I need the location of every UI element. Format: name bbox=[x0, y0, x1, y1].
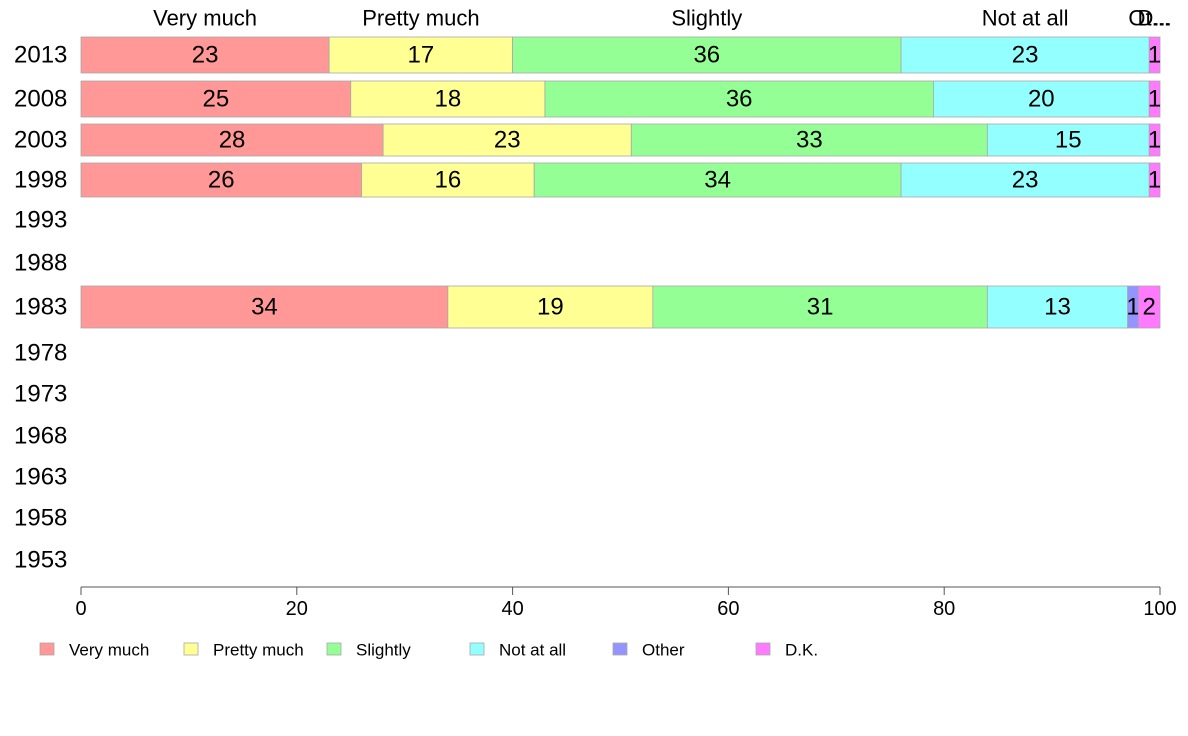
x-tick-label-60: 60 bbox=[717, 598, 739, 620]
bar-1983-slightly bbox=[652, 285, 988, 329]
legend-label-d-k: D.K. bbox=[785, 641, 818, 660]
bar-2003-slightly bbox=[630, 123, 988, 157]
x-tick-label-40: 40 bbox=[501, 598, 523, 620]
year-label-2008: 2008 bbox=[14, 86, 67, 113]
value-label-2008-d-k: 1 bbox=[1148, 86, 1161, 113]
value-label-2003-not-at-all: 15 bbox=[1055, 127, 1082, 154]
top-category-labels: Very much Pretty much Slightly Not at all Ot… bbox=[153, 6, 1172, 31]
legend-swatch-d-k bbox=[755, 642, 771, 656]
value-label-1983-other: 1 bbox=[1126, 294, 1139, 321]
legend-swatch-pretty-much bbox=[183, 642, 199, 656]
year-label-2003: 2003 bbox=[14, 127, 67, 154]
bar-2008-very-much bbox=[80, 80, 352, 118]
bar-2008-d-k bbox=[1148, 80, 1161, 118]
top-label-slightly: Slightly bbox=[671, 6, 742, 31]
value-label-1998-pretty-much: 16 bbox=[435, 167, 462, 194]
value-label-2013-pretty-much: 17 bbox=[408, 42, 435, 69]
year-axis: 2013 2008 2003 1998 1993 1988 1983 1978 1973 1968… bbox=[14, 42, 67, 574]
bar-2013-very-much bbox=[80, 36, 330, 74]
legend-swatch-other bbox=[612, 642, 628, 656]
value-label-1998-not-at-all: 23 bbox=[1012, 167, 1039, 194]
bar-1983-pretty-much bbox=[447, 285, 654, 329]
year-label-1968: 1968 bbox=[14, 423, 67, 450]
year-label-1958: 1958 bbox=[14, 505, 67, 532]
year-label-1978: 1978 bbox=[14, 340, 67, 367]
value-label-1983-pretty-much: 19 bbox=[537, 294, 564, 321]
value-label-2008-very-much: 25 bbox=[203, 86, 230, 113]
bar-1998-very-much bbox=[80, 162, 362, 198]
legend-label-pretty-much: Pretty much bbox=[213, 641, 304, 660]
bar-1983-not-at-all bbox=[986, 285, 1129, 329]
value-label-2003-pretty-much: 23 bbox=[494, 127, 521, 154]
bar-2013-pretty-much bbox=[328, 36, 514, 74]
value-label-1983-not-at-all: 13 bbox=[1044, 294, 1071, 321]
x-axis: 0 20 40 60 80 100 bbox=[75, 586, 1177, 620]
top-label-not-at-all: Not at all bbox=[982, 6, 1069, 31]
x-tick-label-100: 100 bbox=[1143, 598, 1176, 620]
bar-2008-not-at-all bbox=[933, 80, 1150, 118]
bar-2003-very-much bbox=[80, 123, 384, 157]
legend-swatch-slightly bbox=[326, 642, 342, 656]
value-label-2013-slightly: 36 bbox=[693, 42, 720, 69]
x-tick-label-80: 80 bbox=[933, 598, 955, 620]
top-label-ot: Ot... bbox=[1128, 6, 1170, 31]
top-label-very-much: Very much bbox=[153, 6, 257, 31]
year-label-1983: 1983 bbox=[14, 294, 67, 321]
x-tick-label-0: 0 bbox=[75, 598, 86, 620]
value-label-2013-very-much: 23 bbox=[192, 42, 219, 69]
value-label-2003-d-k: 1 bbox=[1148, 127, 1161, 154]
value-label-1983-d-k: 2 bbox=[1143, 294, 1156, 321]
bar-2008-pretty-much bbox=[350, 80, 546, 118]
bar-1998-pretty-much bbox=[361, 162, 535, 198]
legend: Very much Pretty much Slightly Not at all Ot… bbox=[39, 641, 818, 660]
x-tick-label-20: 20 bbox=[286, 598, 308, 620]
top-label-d: D... bbox=[1137, 6, 1171, 31]
bar-1983-very-much bbox=[80, 285, 449, 329]
value-label-1983-slightly: 31 bbox=[807, 294, 834, 321]
bar-2003-pretty-much bbox=[382, 123, 632, 157]
legend-label-slightly: Slightly bbox=[356, 641, 411, 660]
value-label-2013-d-k: 1 bbox=[1148, 42, 1161, 69]
bar-1998-slightly bbox=[533, 162, 902, 198]
year-label-1953: 1953 bbox=[14, 547, 67, 574]
value-label-2008-pretty-much: 18 bbox=[435, 86, 462, 113]
year-label-2013: 2013 bbox=[14, 42, 67, 69]
year-label-1963: 1963 bbox=[14, 464, 67, 491]
bar-1983-d-k bbox=[1138, 285, 1161, 329]
year-label-1993: 1993 bbox=[14, 207, 67, 234]
legend-swatch-not-at-all bbox=[469, 642, 485, 656]
bar-2008-slightly bbox=[544, 80, 934, 118]
top-label-pretty-much: Pretty much bbox=[362, 6, 479, 31]
year-label-1988: 1988 bbox=[14, 250, 67, 277]
bar-2013-d-k bbox=[1148, 36, 1161, 74]
bar-2013-not-at-all bbox=[900, 36, 1150, 74]
value-label-2003-very-much: 28 bbox=[219, 127, 246, 154]
year-label-1998: 1998 bbox=[14, 167, 67, 194]
value-label-1998-very-much: 26 bbox=[208, 167, 235, 194]
value-label-2008-slightly: 36 bbox=[726, 86, 753, 113]
legend-label-not-at-all: Not at all bbox=[499, 641, 566, 660]
value-label-2008-not-at-all: 20 bbox=[1028, 86, 1055, 113]
year-label-1973: 1973 bbox=[14, 381, 67, 408]
bar-1998-d-k bbox=[1148, 162, 1161, 198]
value-label-1998-d-k: 1 bbox=[1148, 167, 1161, 194]
value-label-1983-very-much: 34 bbox=[251, 294, 278, 321]
value-label-2003-slightly: 33 bbox=[796, 127, 823, 154]
legend-label-very-much: Very much bbox=[69, 641, 149, 660]
legend-label-other: Other bbox=[642, 641, 685, 660]
value-label-1998-slightly: 34 bbox=[704, 167, 731, 194]
bar-2003-not-at-all bbox=[986, 123, 1150, 157]
bars: 23 17 36 23 125 18 36 20 128 23 33 15 126 16 34 23 134 19… bbox=[80, 36, 1161, 329]
bar-2003-d-k bbox=[1148, 123, 1161, 157]
legend-swatch-very-much bbox=[39, 642, 55, 656]
bar-2013-slightly bbox=[512, 36, 902, 74]
bar-1998-not-at-all bbox=[900, 162, 1150, 198]
value-label-2013-not-at-all: 23 bbox=[1012, 42, 1039, 69]
